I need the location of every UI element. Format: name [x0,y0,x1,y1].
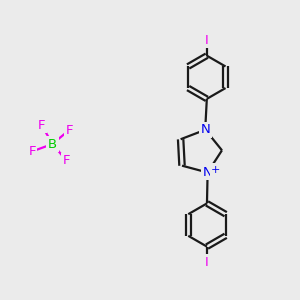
Text: +: + [211,164,221,175]
Text: I: I [205,256,209,269]
Text: B: B [48,137,57,151]
Text: I: I [205,34,209,46]
Text: F: F [65,124,73,136]
Text: N: N [200,123,210,136]
Text: F: F [38,119,46,132]
Text: N: N [203,166,212,179]
Text: F: F [63,154,70,167]
Text: F: F [28,145,36,158]
